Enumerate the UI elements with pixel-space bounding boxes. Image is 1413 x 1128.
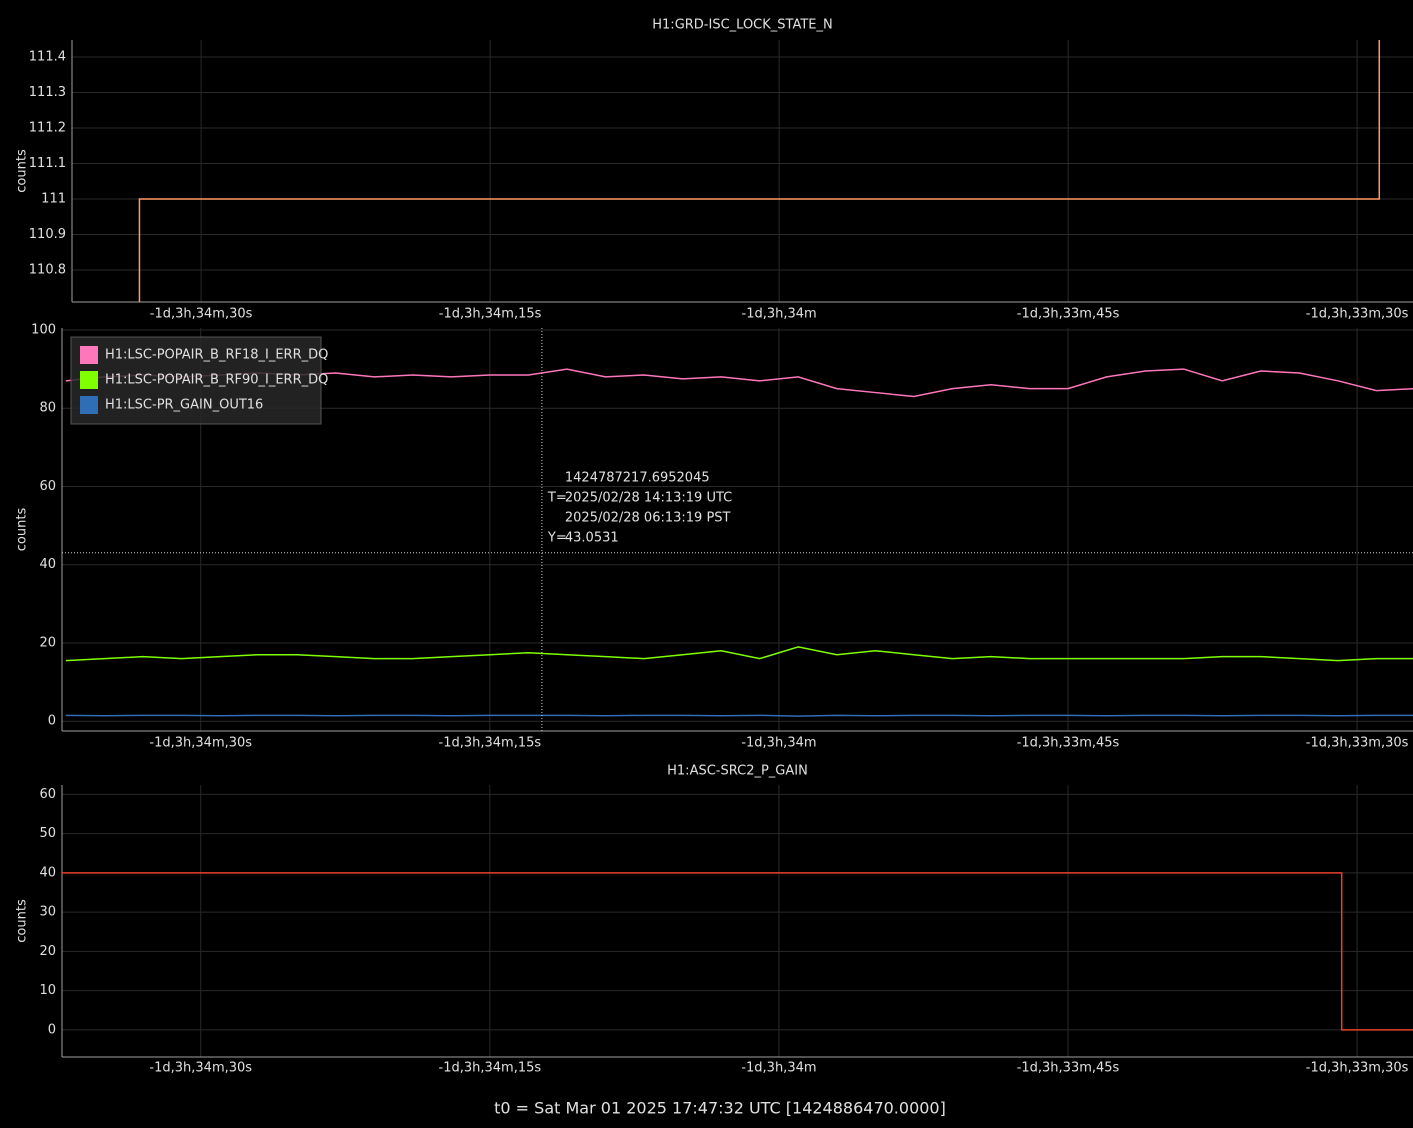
- cursor-y-label: Y=: [547, 531, 567, 546]
- y-tick-label: 60: [39, 479, 56, 494]
- legend-label: H1:LSC-PR_GAIN_OUT16: [105, 398, 263, 413]
- y-tick-label: 10: [39, 983, 56, 998]
- y-tick-label: 60: [39, 787, 56, 802]
- legend-box: [70, 336, 322, 425]
- cursor-gps: 1424787217.6952045: [565, 471, 710, 486]
- plot: counts -1d,3h,34m,30s -1d,3h,34m,15s -1d,3h…: [15, 322, 1413, 751]
- y-tick-label: 111.1: [29, 156, 66, 171]
- x-tick-label: -1d,3h,33m,30s: [1306, 1061, 1409, 1076]
- cursor-local: 2025/02/28 06:13:19 PST: [565, 511, 731, 526]
- y-tick-label: 110.9: [29, 227, 66, 242]
- x-tick-label: -1d,3h,33m,30s: [1306, 736, 1409, 751]
- x-tick-label: -1d,3h,33m,45s: [1017, 1061, 1120, 1076]
- plot-title: H1:GRD-ISC_LOCK_STATE_N: [652, 18, 832, 33]
- x-tick-label: -1d,3h,34m,15s: [439, 307, 542, 322]
- y-tick-label: 111.3: [29, 85, 66, 100]
- series-line: [62, 872, 1413, 1031]
- y-tick-label: 80: [39, 401, 56, 416]
- legend-swatch: [80, 346, 98, 364]
- y-tick-label: 40: [39, 865, 56, 880]
- y-axis-label: counts: [15, 899, 30, 943]
- y-tick-label: 111: [41, 192, 66, 207]
- y-tick-label: 0: [48, 1022, 56, 1037]
- y-tick-label: 111.2: [29, 121, 66, 136]
- y-tick-label: 0: [48, 714, 56, 729]
- legend: H1:LSC-POPAIR_B_RF18_I_ERR_DQ H1:LSC-POPA…: [70, 336, 328, 425]
- y-axis-label: counts: [15, 149, 30, 193]
- legend-swatch: [80, 396, 98, 414]
- x-tick-label: -1d,3h,34m: [741, 1061, 816, 1076]
- x-tick-label: -1d,3h,34m,30s: [149, 736, 252, 751]
- x-tick-label: -1d,3h,34m,30s: [150, 307, 253, 322]
- x-tick-label: -1d,3h,34m: [741, 736, 816, 751]
- y-tick-label: 110.8: [29, 263, 66, 278]
- x-tick-label: -1d,3h,33m,30s: [1306, 307, 1409, 322]
- y-tick-label: 20: [39, 944, 56, 959]
- y-tick-label: 20: [39, 635, 56, 650]
- legend-label: H1:LSC-POPAIR_B_RF18_I_ERR_DQ: [105, 348, 328, 363]
- x-tick-label: -1d,3h,33m,45s: [1017, 307, 1120, 322]
- x-tick-label: -1d,3h,34m,30s: [149, 1061, 252, 1076]
- y-tick-label: 111.4: [29, 50, 66, 65]
- x-tick-label: -1d,3h,34m,15s: [439, 1061, 542, 1076]
- y-tick-label: 100: [31, 322, 56, 337]
- x-tick-label: -1d,3h,34m: [742, 307, 817, 322]
- legend-label: H1:LSC-POPAIR_B_RF90_I_ERR_DQ: [105, 373, 328, 388]
- footer: t0 = Sat Mar 01 2025 17:47:32 UTC [14248…: [494, 1099, 946, 1118]
- series-line: [138, 40, 1381, 302]
- y-tick-label: 40: [39, 557, 56, 572]
- cursor-utc: 2025/02/28 14:13:19 UTC: [565, 491, 732, 506]
- x-tick-label: -1d,3h,33m,45s: [1017, 736, 1120, 751]
- y-tick-label: 30: [39, 905, 56, 920]
- series-line: [65, 714, 1413, 717]
- series-line: [65, 646, 1413, 662]
- y-tick-label: 50: [39, 826, 56, 841]
- legend-swatch: [80, 371, 98, 389]
- plot-title: H1:ASC-SRC2_P_GAIN: [667, 764, 808, 779]
- cursor-t-label: T=: [547, 491, 567, 506]
- x-tick-label: -1d,3h,34m,15s: [439, 736, 542, 751]
- cursor-y-value: 43.0531: [565, 531, 619, 546]
- y-axis-label: counts: [15, 508, 30, 552]
